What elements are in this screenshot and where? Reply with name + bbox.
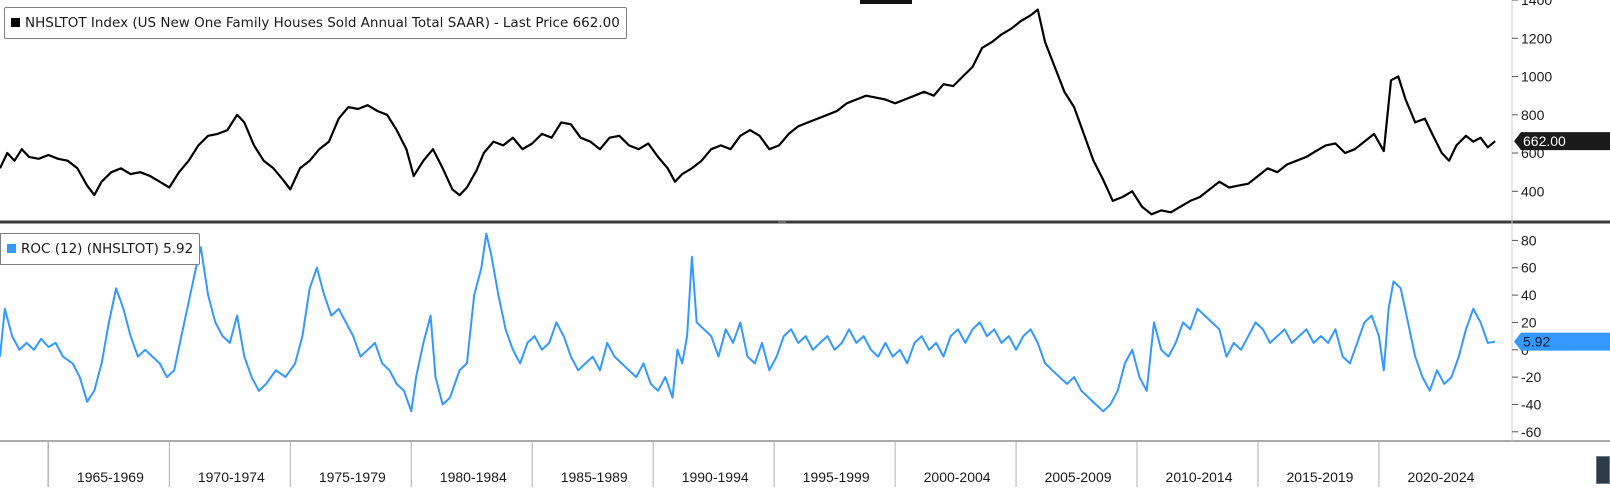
top-tab-marker	[860, 0, 912, 4]
price-legend-separator: -	[494, 15, 499, 31]
roc-last-badge	[1514, 332, 1610, 351]
y-tick-label-0-1000: 1000	[1521, 69, 1552, 85]
roc-legend-swatch	[7, 244, 16, 253]
y-tick-label-1-80: 80	[1521, 232, 1537, 248]
price-legend-last-price-value: 662.00	[572, 15, 620, 31]
roc-series-line	[0, 232, 1496, 413]
x-tick-label-1985: 1985-1989	[561, 469, 628, 485]
y-tick-label-1--20: -20	[1521, 369, 1541, 385]
y-tick-label-0-800: 800	[1521, 107, 1545, 123]
corner-window-icon[interactable]	[1596, 456, 1610, 484]
x-tick-label-1995: 1995-1999	[803, 469, 870, 485]
price-legend-last-price-label: Last Price	[502, 15, 569, 31]
price-last-badge-label: 662.00	[1523, 133, 1566, 149]
y-tick-label-1-60: 60	[1521, 260, 1537, 276]
x-tick-label-2020: 2020-2024	[1407, 469, 1474, 485]
roc-legend[interactable]: ROC (12) (NHSLTOT) 5.92	[0, 233, 201, 265]
price-legend[interactable]: NHSLTOT Index (US New One Family Houses …	[4, 7, 627, 39]
price-series-line	[0, 8, 1496, 216]
x-tick-label-2005: 2005-2009	[1045, 469, 1112, 485]
x-tick-label-1990: 1990-1994	[682, 469, 749, 485]
x-tick-label-2010: 2010-2014	[1166, 469, 1233, 485]
x-tick-label-1970: 1970-1974	[198, 469, 265, 485]
y-tick-label-1--40: -40	[1521, 396, 1541, 412]
roc-legend-value: 5.92	[163, 241, 194, 257]
y-tick-label-0-1200: 1200	[1521, 30, 1552, 46]
x-tick-label-1965: 1965-1969	[77, 469, 144, 485]
y-tick-label-0-1400: 1400	[1521, 0, 1552, 8]
x-tick-label-1980: 1980-1984	[440, 469, 507, 485]
roc-legend-label: ROC (12) (NHSLTOT)	[21, 241, 159, 257]
price-legend-label: NHSLTOT Index (US New One Family Houses …	[25, 15, 491, 31]
y-tick-label-1--60: -60	[1521, 424, 1541, 440]
y-tick-label-0-400: 400	[1521, 183, 1545, 199]
price-last-badge	[1514, 132, 1610, 151]
x-tick-label-1975: 1975-1979	[319, 469, 386, 485]
x-tick-label-2000: 2000-2004	[924, 469, 991, 485]
y-tick-label-1-40: 40	[1521, 287, 1537, 303]
x-tick-label-2015: 2015-2019	[1287, 469, 1354, 485]
y-tick-label-1-20: 20	[1521, 314, 1537, 330]
price-legend-swatch	[11, 18, 20, 27]
roc-last-badge-label: 5.92	[1523, 334, 1550, 350]
